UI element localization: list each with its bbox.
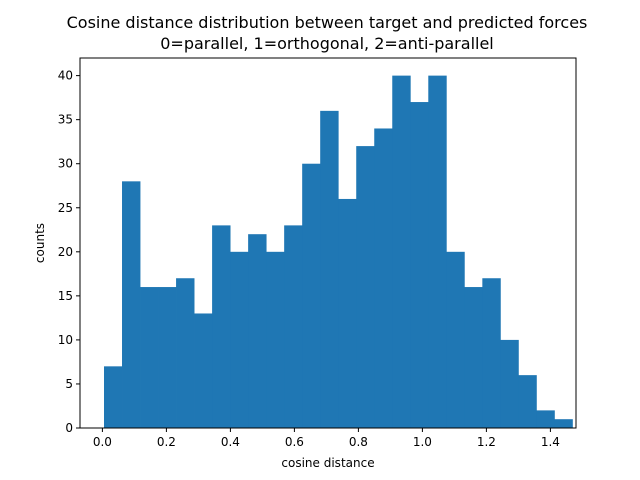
histogram-bar: [104, 366, 123, 428]
y-tick-label: 10: [58, 333, 73, 347]
histogram-bar: [194, 313, 213, 428]
x-axis-label: cosine distance: [281, 456, 374, 470]
histogram-bar: [122, 181, 141, 428]
histogram-bar: [392, 75, 411, 428]
y-tick-label: 35: [58, 113, 73, 127]
y-tick-label: 15: [58, 289, 73, 303]
histogram-bar: [446, 251, 465, 428]
chart-subtitle: 0=parallel, 1=orthogonal, 2=anti-paralle…: [160, 34, 494, 53]
y-axis-label: counts: [33, 223, 47, 263]
x-tick-label: 1.0: [413, 435, 432, 449]
histogram-bar: [374, 128, 393, 428]
y-tick-label: 25: [58, 201, 73, 215]
histogram-bar: [338, 198, 357, 428]
histogram-bar: [248, 234, 267, 428]
histogram-bar: [140, 287, 159, 428]
x-tick-label: 1.2: [477, 435, 496, 449]
histogram-bar: [158, 287, 177, 428]
histogram-bar: [176, 278, 195, 428]
x-tick-label: 0.4: [221, 435, 240, 449]
histogram-bar: [356, 146, 375, 428]
bars-group: [104, 75, 573, 429]
chart-title: Cosine distance distribution between tar…: [67, 13, 588, 32]
histogram-bar: [230, 251, 249, 428]
histogram-bar: [320, 110, 339, 428]
histogram-bar: [284, 225, 303, 428]
histogram-bar: [518, 375, 537, 428]
y-tick-label: 40: [58, 69, 73, 83]
y-axis: 0 5 10 15 20 25 30 35 40: [58, 69, 80, 435]
x-tick-label: 0.8: [349, 435, 368, 449]
histogram-bar: [302, 163, 321, 428]
histogram-bar: [464, 287, 483, 428]
y-tick-label: 20: [58, 245, 73, 259]
histogram-bar: [410, 102, 429, 429]
histogram-bar: [500, 339, 519, 428]
y-tick-label: 0: [65, 421, 73, 435]
plot-frame: [79, 57, 577, 429]
y-tick-label: 5: [65, 377, 73, 391]
histogram-bar: [212, 225, 231, 428]
histogram-bar: [428, 75, 447, 428]
x-tick-label: 0.6: [285, 435, 304, 449]
histogram-bar: [482, 278, 501, 428]
x-tick-label: 1.4: [541, 435, 560, 449]
histogram-bar: [266, 251, 285, 428]
x-tick-label: 0.2: [157, 435, 176, 449]
histogram-bar: [554, 419, 573, 428]
histogram-bar: [536, 410, 555, 428]
x-tick-label: 0.0: [93, 435, 112, 449]
y-tick-label: 30: [58, 157, 73, 171]
x-axis: 0.0 0.2 0.4 0.6 0.8 1.0 1.2 1.4: [93, 428, 560, 449]
